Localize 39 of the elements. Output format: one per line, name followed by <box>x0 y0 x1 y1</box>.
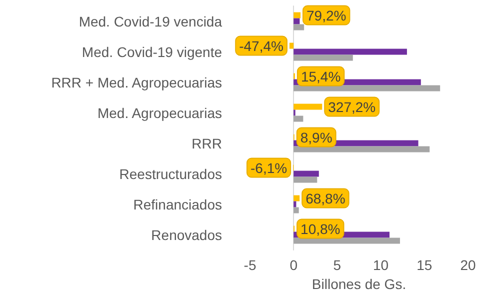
y-tick-label: RRR <box>192 135 222 152</box>
x-tick-label: 5 <box>333 257 342 273</box>
y-tick-label: RRR + Med. Agropecuarias <box>51 74 222 90</box>
bar <box>294 195 300 202</box>
y-tick-label: Med. Covid-19 vencida <box>78 13 222 30</box>
bar <box>294 24 304 30</box>
bar <box>294 238 400 244</box>
bar <box>294 48 407 55</box>
y-tick-label: Refinanciados <box>133 196 222 212</box>
y-tick-label: Med. Covid-19 vigente <box>82 44 222 60</box>
bar <box>294 116 304 122</box>
bar <box>289 42 294 49</box>
data-label: 68,8% <box>306 190 346 206</box>
data-label: 15,4% <box>300 68 341 84</box>
y-tick-label: Med. Agropecuarias <box>97 104 222 121</box>
x-tick-label: 20 <box>460 257 476 273</box>
data-label: 10,8% <box>300 220 340 237</box>
bar <box>294 176 318 183</box>
bar <box>294 12 301 18</box>
data-label: 79,2% <box>306 7 346 24</box>
data-label: -47,4% <box>239 38 284 54</box>
bar <box>294 146 430 152</box>
x-tick-label: -5 <box>244 257 256 273</box>
bar <box>294 170 319 177</box>
data-label: 327,2% <box>328 98 376 115</box>
x-tick-label: 10 <box>373 257 389 273</box>
x-tick-label: 15 <box>416 257 432 273</box>
bar <box>294 85 440 92</box>
bar <box>294 207 299 214</box>
y-tick-label: Reestructurados <box>119 166 222 182</box>
x-tick-label: 0 <box>290 257 298 273</box>
bar <box>294 201 296 208</box>
data-label: 8,9% <box>300 129 332 146</box>
bar <box>294 104 322 110</box>
y-tick-label: Renovados <box>151 226 222 243</box>
data-label: -6,1% <box>250 160 288 176</box>
bar <box>294 18 300 24</box>
x-axis-title: Billones de Gs. <box>312 276 406 292</box>
bar <box>294 54 353 61</box>
